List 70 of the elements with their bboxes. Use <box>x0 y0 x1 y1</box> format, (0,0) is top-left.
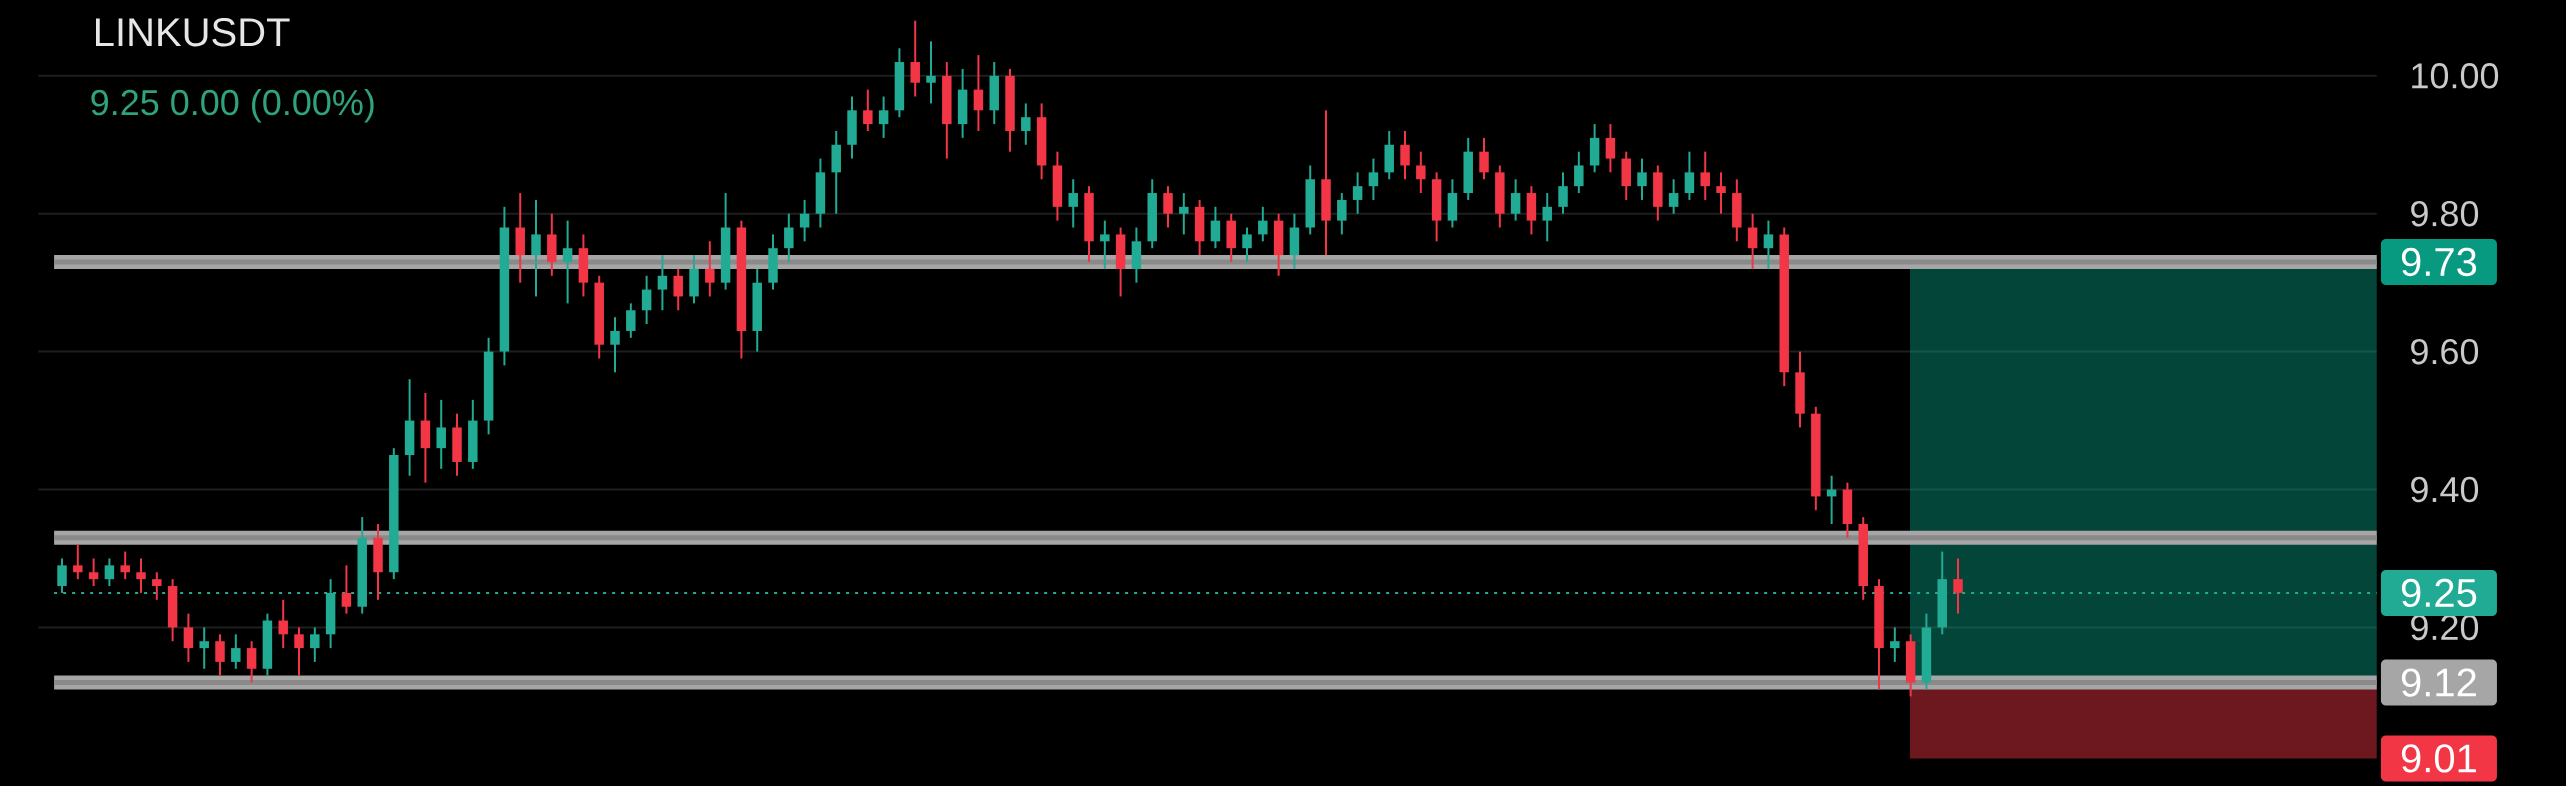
candlestick <box>1542 192 1552 243</box>
candlestick <box>1163 185 1173 229</box>
candlestick <box>799 198 810 243</box>
candlestick <box>1210 205 1221 250</box>
candlestick <box>784 212 794 263</box>
candlestick <box>1416 150 1426 195</box>
candlestick <box>926 40 936 105</box>
candlestick <box>73 543 83 581</box>
candlestick <box>310 626 320 663</box>
candlestick <box>1558 171 1568 215</box>
candlestick <box>1337 192 1347 236</box>
candlestick <box>1400 129 1410 181</box>
candlestick <box>1574 150 1584 195</box>
y-tick-label: 9.40 <box>2411 476 2479 503</box>
candlestick <box>88 557 99 588</box>
candlestick <box>1747 212 1758 270</box>
candlestick <box>1368 157 1379 201</box>
candlestick <box>1953 557 1963 615</box>
candlestick <box>294 626 304 677</box>
candlestick <box>1068 178 1078 229</box>
candlestick <box>1700 150 1710 201</box>
candlestick <box>104 557 115 588</box>
candlestick <box>341 564 352 615</box>
candlestick <box>1479 136 1489 181</box>
candlestick <box>246 640 257 684</box>
candlestick <box>910 19 920 98</box>
candlestick <box>1510 178 1521 222</box>
candlestick <box>657 254 668 312</box>
candlestick <box>231 633 241 670</box>
candlestick <box>278 598 288 650</box>
candlestick <box>1258 205 1268 243</box>
candlestick <box>152 571 162 601</box>
candlestick <box>199 626 209 670</box>
text: 9.25 0.00 (0.00%) <box>91 88 374 123</box>
chart-title: LINKUSDT <box>96 18 290 47</box>
candlestick <box>641 274 652 326</box>
candlestick <box>183 612 194 663</box>
band-label: 9.73 <box>2401 247 2477 277</box>
candlestick <box>1716 171 1726 215</box>
candlestick <box>436 398 446 470</box>
band-label: 9.01 <box>2401 744 2476 773</box>
candlestick <box>1890 626 1900 663</box>
candlestick <box>1605 123 1616 174</box>
candlestick <box>863 88 873 132</box>
ref-line-label: 9.12 <box>2401 668 2476 697</box>
candlestick <box>1179 192 1189 236</box>
candlestick <box>1352 171 1363 215</box>
candlestick <box>1242 226 1252 263</box>
candlestick <box>673 267 683 312</box>
candlestick <box>136 557 146 594</box>
candlestick <box>120 550 130 581</box>
candlestick <box>626 302 636 339</box>
candlestick <box>1637 157 1647 201</box>
candlestick <box>878 95 889 139</box>
y-tick-label: 9.80 <box>2411 200 2479 227</box>
candlestick <box>1021 102 1031 146</box>
candlestick <box>610 316 620 374</box>
candlestick <box>973 54 984 132</box>
candlestick <box>215 633 225 677</box>
candlestick <box>562 219 573 305</box>
candlestick <box>1100 219 1110 270</box>
candlestick <box>1668 178 1679 215</box>
candlestick <box>1763 219 1774 270</box>
y-tick-label: 9.60 <box>2411 338 2479 365</box>
candlestick <box>1684 150 1695 201</box>
y-tick-label: 10.00 <box>2412 63 2499 89</box>
candlestick <box>705 240 715 298</box>
ref-line-label: 9.25 <box>2401 578 2477 608</box>
candlestick <box>531 198 541 298</box>
y-tick-label: 9.20 <box>2411 614 2479 641</box>
